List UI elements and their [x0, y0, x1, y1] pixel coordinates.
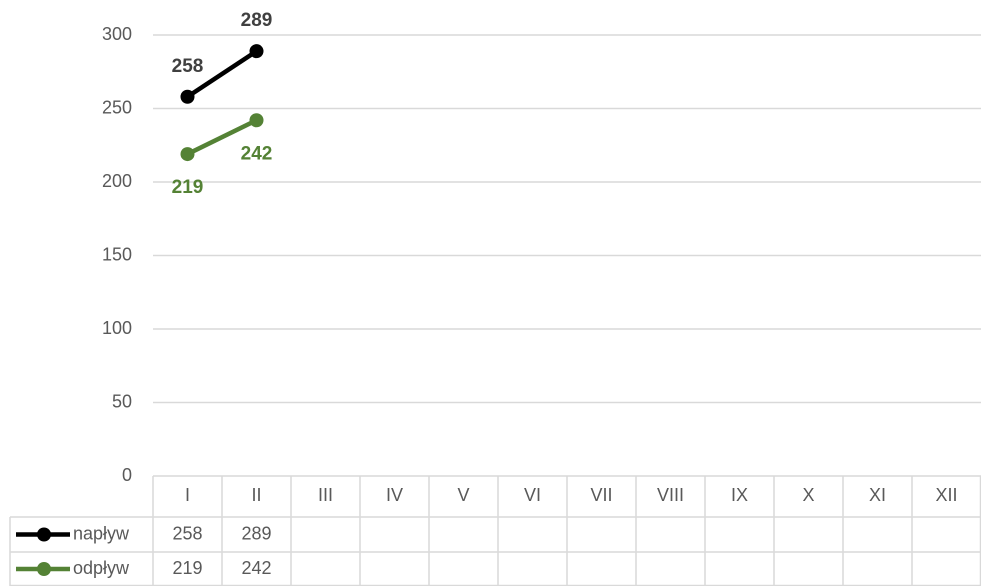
x-tick-label: III [318, 485, 333, 505]
y-tick-label: 150 [102, 244, 132, 264]
series-line [186, 49, 258, 99]
legend-marker [37, 562, 51, 576]
x-tick-label: IV [386, 485, 403, 505]
y-tick-label: 300 [102, 24, 132, 44]
y-tick-label: 200 [102, 171, 132, 191]
series-line [186, 118, 258, 157]
data-label: 289 [241, 10, 273, 31]
x-tick-label: X [802, 485, 814, 505]
data-label: 258 [172, 56, 204, 77]
point [249, 113, 264, 128]
table-value: 258 [172, 523, 202, 543]
x-tick-label: II [251, 485, 261, 505]
table-value: 242 [241, 558, 271, 578]
data-label: 219 [172, 177, 204, 198]
x-tick-label: XI [869, 485, 886, 505]
point [180, 147, 195, 162]
table-value: 289 [241, 523, 271, 543]
x-tick-label: VI [524, 485, 541, 505]
x-tick-label: VIII [657, 485, 684, 505]
y-tick-label: 250 [102, 97, 132, 117]
x-tick-label: VII [590, 485, 612, 505]
x-tick-label: XII [935, 485, 957, 505]
x-tick-label: I [185, 485, 190, 505]
x-tick-label: IX [731, 485, 748, 505]
y-tick-label: 0 [122, 465, 132, 485]
point [180, 89, 195, 104]
x-tick-label: V [457, 485, 469, 505]
legend-label: odpływ [73, 558, 130, 578]
legend-marker [37, 527, 51, 542]
y-tick-label: 100 [102, 318, 132, 338]
point [249, 44, 264, 59]
table-value: 219 [172, 558, 202, 578]
data-label: 242 [241, 143, 273, 164]
y-tick-label: 50 [112, 391, 132, 411]
legend-label: napływ [73, 523, 130, 543]
